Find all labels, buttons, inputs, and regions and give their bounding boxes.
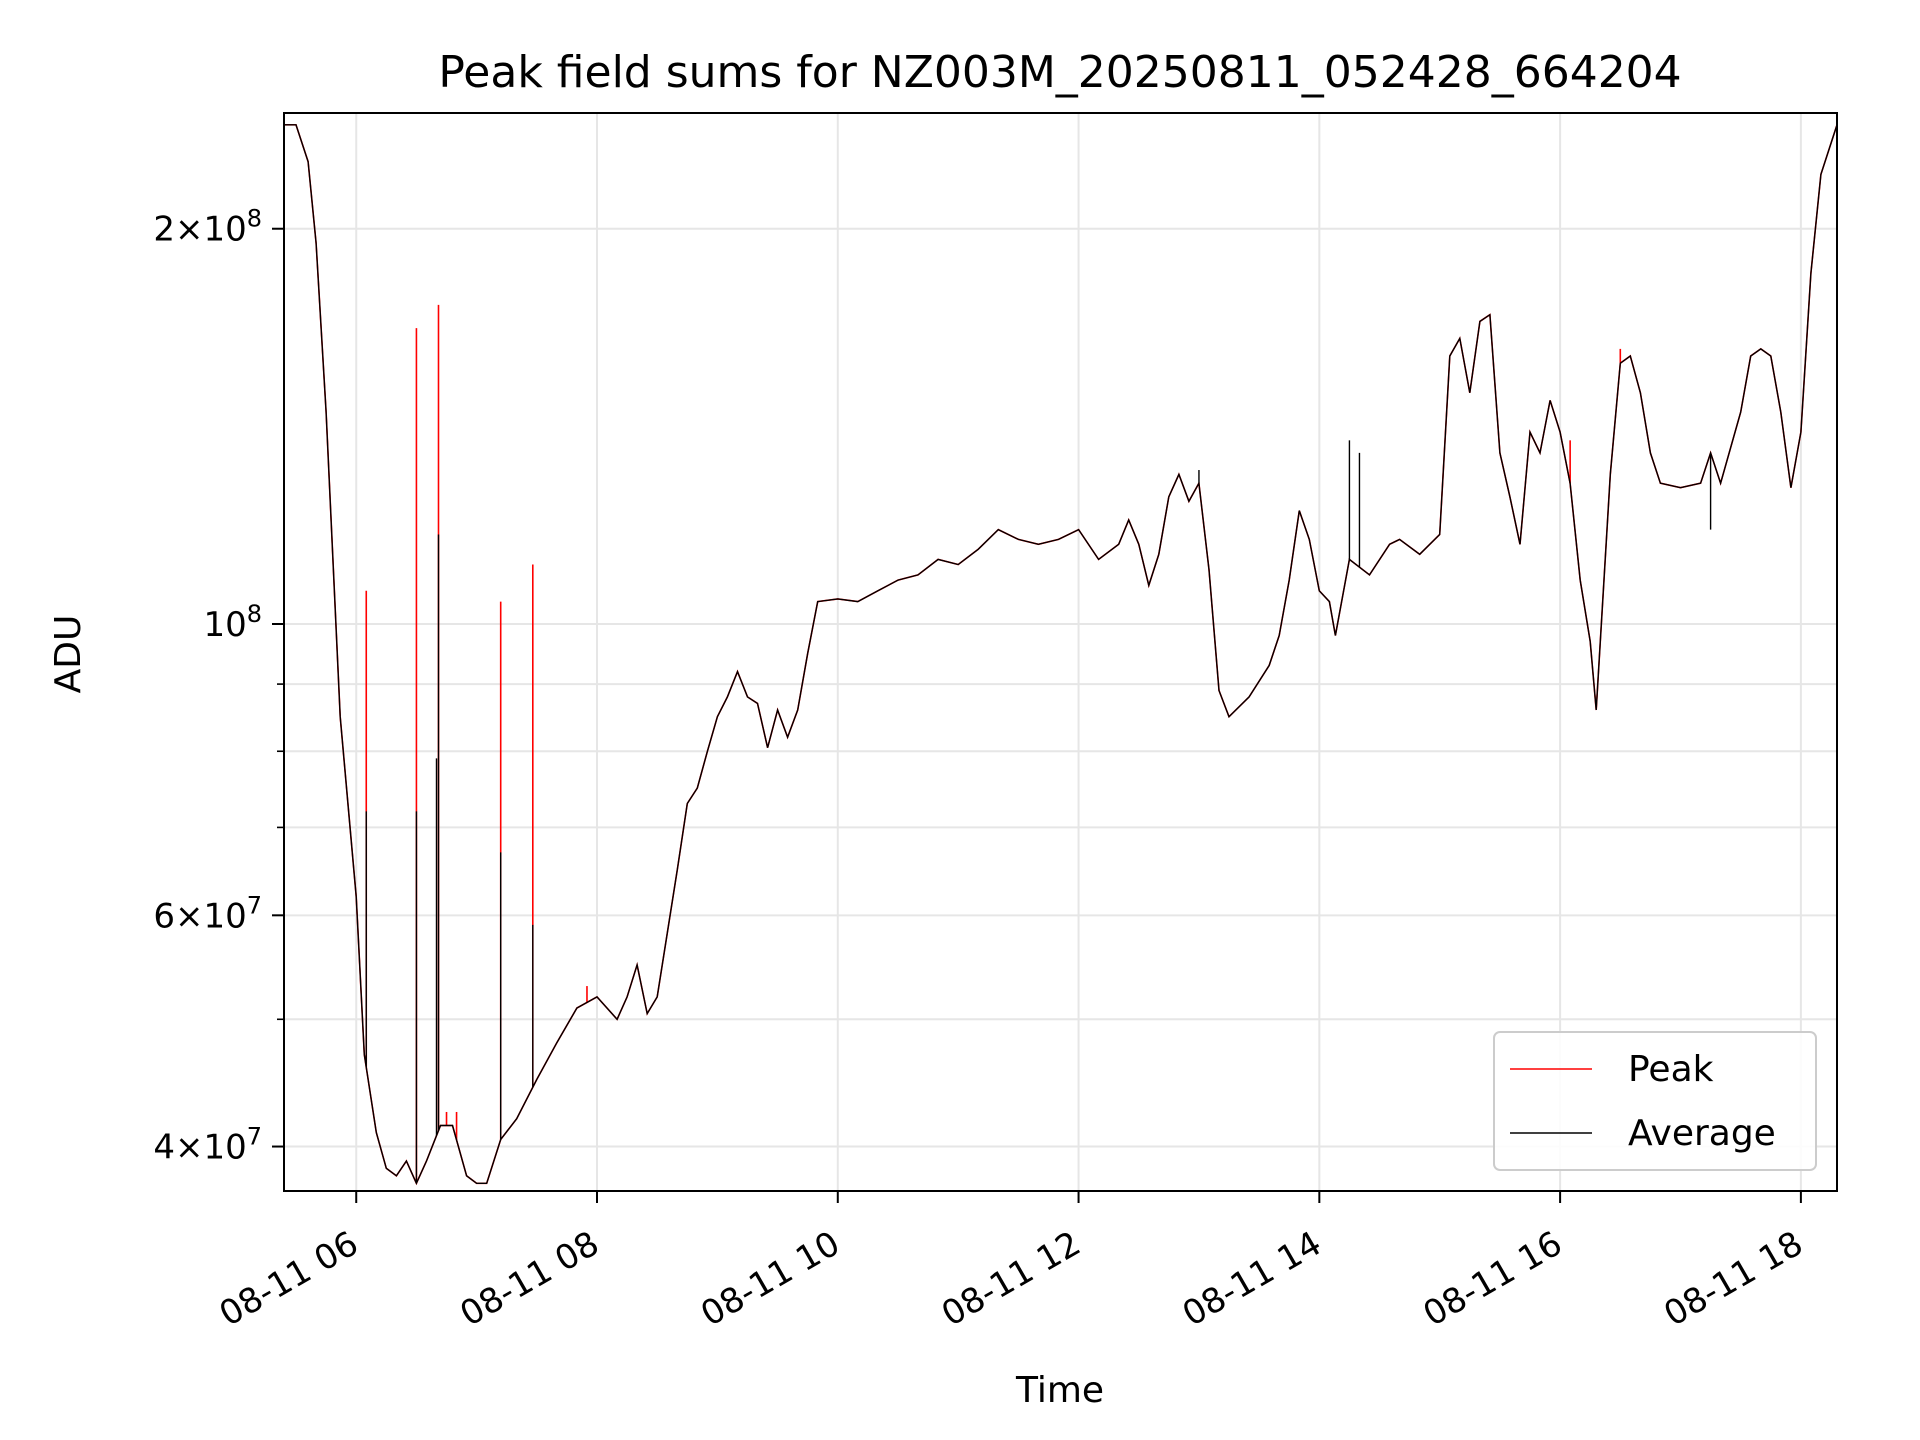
legend-frame — [1493, 1031, 1817, 1171]
grid — [284, 113, 1837, 1191]
y-tick-label: 4×107 — [153, 1123, 262, 1168]
series-layer — [284, 124, 1837, 1186]
legend: Peak Average — [1493, 1031, 1817, 1171]
plot-frame — [283, 112, 1838, 1192]
y-axis: 4×107 6×107 108 2×108 — [153, 205, 284, 1168]
y-axis-title: ADU — [48, 615, 89, 694]
y-tick-label: 6×107 — [153, 891, 262, 936]
legend-label-average: Average — [1628, 1113, 1776, 1154]
y-tick-label: 108 — [203, 600, 262, 645]
average-series-line — [284, 124, 1837, 1186]
chart-title: Peak field sums for NZ003M_20250811_0524… — [438, 47, 1681, 98]
legend-label-peak: Peak — [1628, 1049, 1714, 1090]
x-axis-title: Time — [1015, 1370, 1104, 1411]
y-tick-label: 2×108 — [153, 205, 262, 250]
